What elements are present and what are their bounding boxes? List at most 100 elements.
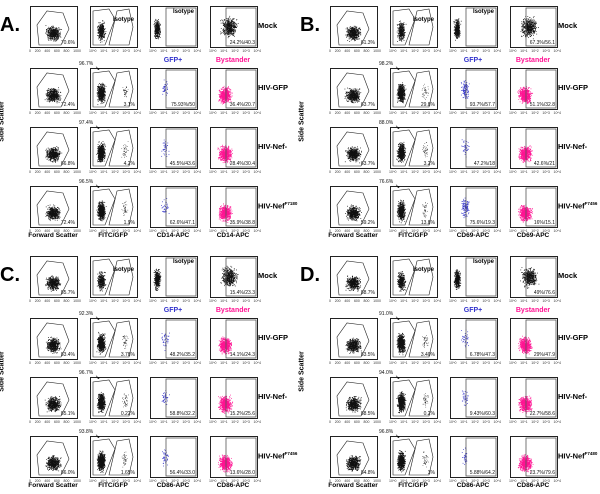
tick-label: 10^2 <box>171 49 178 53</box>
tick-label: 10^1 <box>220 420 227 424</box>
gate-r4 <box>165 128 197 168</box>
tick-labels: 0 200 400 600 800 1000 <box>29 49 81 53</box>
tick-label: 10^3 <box>422 479 429 483</box>
gate-r3 <box>392 258 416 296</box>
row-label-text: HIV-Nef <box>558 452 585 461</box>
x-axis-label: Forward Scatter <box>23 482 83 489</box>
scatter-plot <box>36 440 70 476</box>
tick-labels: 10^0 10^1 10^2 10^3 10^4 <box>389 229 441 233</box>
flow-plot: 0 200 400 600 800 1000 88.7% <box>329 256 381 303</box>
tick-label: 600 <box>354 170 360 174</box>
tick-label: 10^3 <box>122 479 129 483</box>
tick-label: 1000 <box>73 170 81 174</box>
x-axis-label: CD86-APC <box>143 482 203 489</box>
tick-label: 10^0 <box>209 229 216 233</box>
low-percent: 3.78% <box>121 352 135 358</box>
gfp-percent: 9.43%/60.3 <box>470 411 495 417</box>
gfp-percent: 6.78%/47.3 <box>470 352 495 358</box>
gate-r4 <box>465 319 497 359</box>
tick-label: 10^0 <box>389 170 396 174</box>
tick-label: 10^1 <box>400 299 407 303</box>
tick-label: 10^0 <box>449 49 456 53</box>
tick-label: 800 <box>64 361 70 365</box>
bystander-percent: 15.2%/25.6 <box>230 411 255 417</box>
tick-label: 10^2 <box>411 479 418 483</box>
panel-letter: A. <box>0 14 20 37</box>
tick-labels: 10^0 10^1 10^2 10^3 10^4 <box>149 229 201 233</box>
row-label: HIV-Nef- <box>558 142 587 151</box>
row-label-text: Mock <box>558 271 577 280</box>
row-label-text: HIV-Nef <box>258 452 285 461</box>
tick-label: 10^4 <box>494 111 501 115</box>
tick-label: 10^4 <box>194 111 201 115</box>
scatter-plot <box>392 70 434 108</box>
tick-label: 10^4 <box>254 170 261 174</box>
flow-plot: 10^0 10^1 10^2 10^3 10^4 49%/76.6 <box>509 256 561 303</box>
tick-label: 10^1 <box>400 229 407 233</box>
gate-r3 <box>392 8 416 46</box>
tick-label: 10^0 <box>89 361 96 365</box>
tick-labels: 10^0 10^1 10^2 10^3 10^4 <box>389 111 441 115</box>
gate-r4 <box>525 437 557 477</box>
flow-plot: 10^0 10^1 10^2 10^3 10^4 Isotype <box>449 256 501 303</box>
row-label: HIV-Nef- <box>258 142 287 151</box>
low-percent: 0.22% <box>121 411 135 417</box>
tick-label: 10^3 <box>122 420 129 424</box>
gate-percent: 88.7% <box>361 290 375 296</box>
tick-label: 10^4 <box>434 420 441 424</box>
gate-r2 <box>108 188 134 226</box>
tick-labels: 0 200 400 600 800 1000 <box>29 170 81 174</box>
tick-labels: 10^0 10^1 10^2 10^3 10^4 <box>449 170 501 174</box>
high-percent: 96.7% <box>79 370 93 376</box>
gate-percent: 88.5% <box>361 411 375 417</box>
gate-r1 <box>336 260 370 296</box>
tick-label: 10^0 <box>89 229 96 233</box>
flow-plot: 10^0 10^1 10^2 10^3 10^4 Isotype <box>89 6 141 53</box>
gate-r2 <box>408 188 434 226</box>
scatter-plot <box>218 437 257 477</box>
panel-a: A. Side Scatter Forward Scatter FITC/GFP CD1… <box>0 0 300 247</box>
scatter-plot <box>461 187 497 227</box>
tick-labels: 10^0 10^1 10^2 10^3 10^4 <box>89 49 141 53</box>
flow-plot: 10^0 10^1 10^2 10^3 10^4 22.7%/58.6 <box>509 377 561 424</box>
gate-r2 <box>408 320 434 358</box>
gate-r4 <box>525 257 557 297</box>
tick-labels: 10^0 10^1 10^2 10^3 10^4 <box>209 299 261 303</box>
tick-label: 10^3 <box>242 361 249 365</box>
tick-label: 10^1 <box>520 299 527 303</box>
tick-label: 10^3 <box>542 49 549 53</box>
bystander-percent: 36.4%/20.7 <box>230 102 255 108</box>
scatter-plot <box>161 187 197 227</box>
x-axis-label: FITC/GFP <box>83 232 143 239</box>
tick-labels: 10^0 10^1 10^2 10^3 10^4 <box>509 361 561 365</box>
tick-labels: 10^0 10^1 10^2 10^3 10^4 <box>149 299 201 303</box>
row-label-text: HIV-Nef- <box>558 392 587 401</box>
row-label: HIV-Nef- <box>558 392 587 401</box>
tick-label: 0 <box>329 479 331 483</box>
tick-label: 800 <box>364 299 370 303</box>
tick-label: 10^2 <box>531 229 538 233</box>
high-percent: 76.6% <box>379 179 393 185</box>
bystander-percent: 14.1%/24.3 <box>230 352 255 358</box>
tick-label: 10^4 <box>194 49 201 53</box>
tick-label: 10^3 <box>122 229 129 233</box>
tick-label: 10^4 <box>194 299 201 303</box>
tick-label: 200 <box>35 299 41 303</box>
row-label: Mock <box>558 271 577 280</box>
high-percent: 97.4% <box>79 120 93 126</box>
scatter-plot <box>161 378 197 418</box>
scatter-plot <box>336 10 370 46</box>
tick-label: 200 <box>35 170 41 174</box>
x-axis-label: CD14-APC <box>203 232 263 239</box>
gate-r3 <box>92 320 116 358</box>
tick-label: 10^0 <box>509 420 516 424</box>
tick-label: 10^2 <box>231 111 238 115</box>
scatter-plot <box>36 10 70 46</box>
tick-labels: 10^0 10^1 10^2 10^3 10^4 <box>149 479 201 483</box>
scatter-plot <box>217 128 257 168</box>
scatter-plot <box>461 378 497 418</box>
tick-label: 10^1 <box>220 170 227 174</box>
tick-labels: 10^0 10^1 10^2 10^3 10^4 <box>89 420 141 424</box>
tick-label: 10^0 <box>449 361 456 365</box>
scatter-plot <box>336 322 370 358</box>
